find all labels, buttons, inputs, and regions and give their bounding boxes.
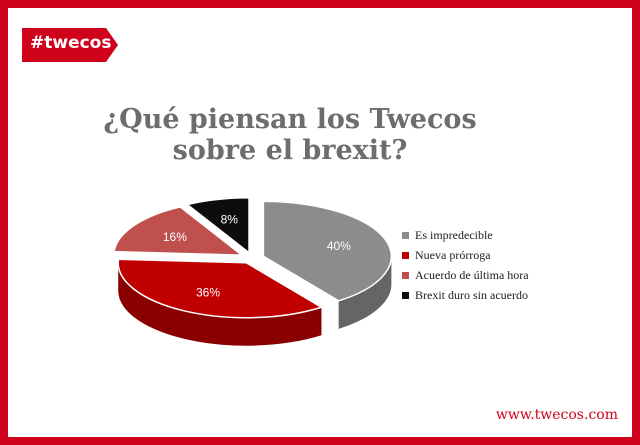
legend-label: Brexit duro sin acuerdo [415,287,528,302]
legend-swatch [402,231,409,239]
pie-slice [185,197,250,255]
pie-slice-side [118,263,322,346]
brand-tag-text: #twecos [30,33,112,53]
chart-legend: Es impredecible Nueva prórroga Acuerdo de … [402,225,529,305]
pie-slice-label: 36% [196,286,220,300]
legend-swatch [402,271,409,279]
legend-item: Acuerdo de última hora [402,265,529,285]
legend-label: Es impredecible [415,227,493,242]
legend-swatch [402,251,409,259]
legend-label: Nueva prórroga [415,247,491,262]
chart-title-line-1: ¿Qué piensan los Twecos [103,104,477,135]
footer-url: www.twecos.com [495,407,618,423]
chart-title-line-2: sobre el brexit? [172,135,408,166]
chart-title: ¿Qué piensan los Twecos sobre el brexit? [90,104,490,166]
pie-slice [113,206,245,256]
pie-slice-side [338,257,392,329]
pie-slice [262,200,393,302]
legend-item: Nueva prórroga [402,245,529,265]
legend-label: Acuerdo de última hora [415,267,529,282]
legend-swatch [402,291,409,299]
brand-tag [22,28,118,62]
pie-slice-label: 16% [163,230,187,244]
pie-slice-label: 40% [327,239,351,253]
pie-slice [117,258,324,319]
pie-slice-label: 8% [221,213,239,227]
legend-item: Brexit duro sin acuerdo [402,285,529,305]
legend-item: Es impredecible [402,225,529,245]
pie-side-walls [118,257,392,346]
